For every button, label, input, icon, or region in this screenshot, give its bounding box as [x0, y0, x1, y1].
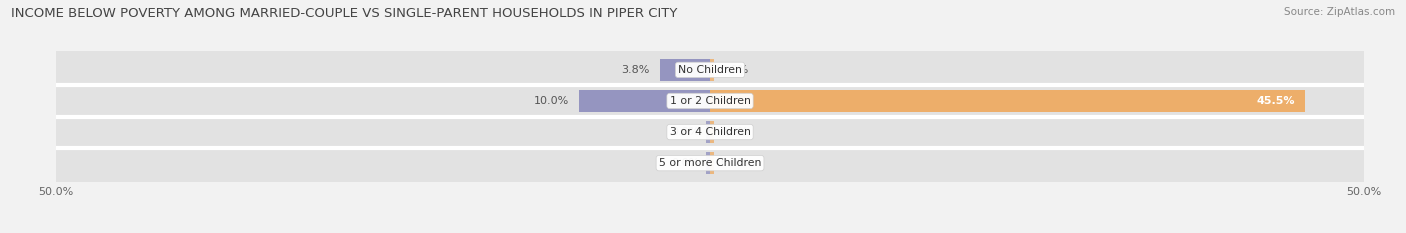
Bar [706, 152, 710, 174]
Text: Source: ZipAtlas.com: Source: ZipAtlas.com [1284, 7, 1395, 17]
FancyBboxPatch shape [52, 79, 1368, 123]
Bar [710, 152, 714, 174]
Bar [661, 59, 710, 81]
Text: 3 or 4 Children: 3 or 4 Children [669, 127, 751, 137]
Text: No Children: No Children [678, 65, 742, 75]
Text: INCOME BELOW POVERTY AMONG MARRIED-COUPLE VS SINGLE-PARENT HOUSEHOLDS IN PIPER C: INCOME BELOW POVERTY AMONG MARRIED-COUPL… [11, 7, 678, 20]
Bar [706, 121, 710, 143]
Text: 5 or more Children: 5 or more Children [659, 158, 761, 168]
Text: 0.0%: 0.0% [720, 127, 749, 137]
FancyBboxPatch shape [52, 110, 1368, 154]
Text: 10.0%: 10.0% [533, 96, 569, 106]
FancyBboxPatch shape [52, 141, 1368, 185]
Text: 0.0%: 0.0% [671, 127, 700, 137]
Text: 0.0%: 0.0% [671, 158, 700, 168]
Text: 0.0%: 0.0% [720, 158, 749, 168]
Bar [710, 90, 1305, 112]
Bar [579, 90, 710, 112]
Bar [710, 59, 714, 81]
Text: 45.5%: 45.5% [1256, 96, 1295, 106]
Bar [710, 121, 714, 143]
FancyBboxPatch shape [52, 48, 1368, 92]
Text: 0.0%: 0.0% [720, 65, 749, 75]
Text: 3.8%: 3.8% [621, 65, 650, 75]
Text: 1 or 2 Children: 1 or 2 Children [669, 96, 751, 106]
